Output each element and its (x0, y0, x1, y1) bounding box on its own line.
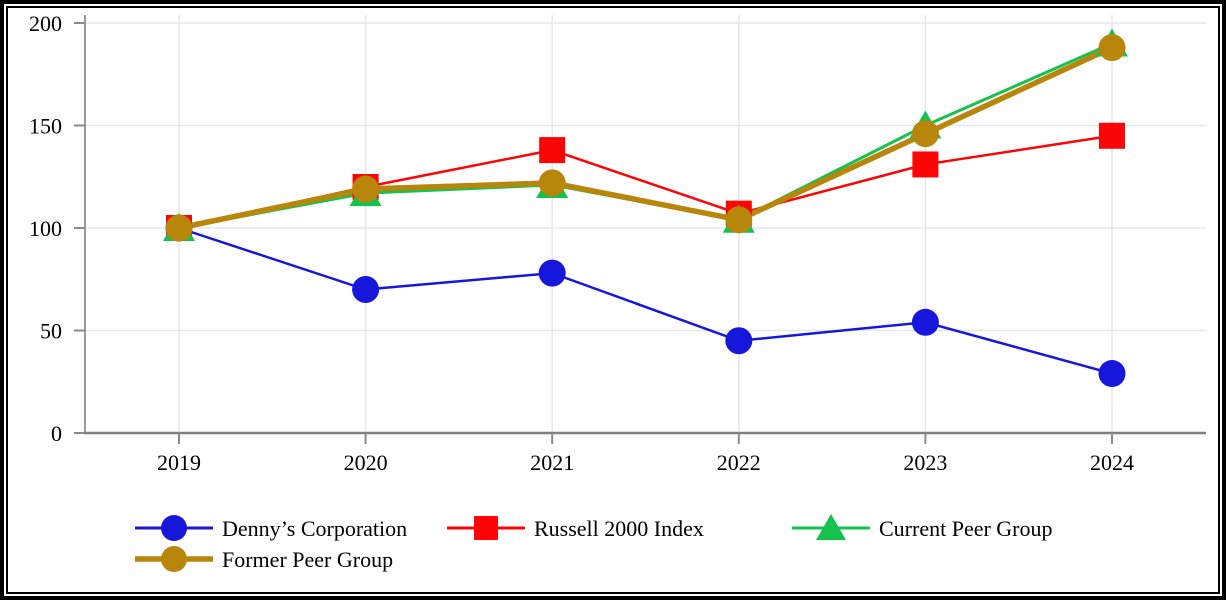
series-line-denny-s-corporation (178, 226, 1113, 375)
y-tick-label-200: 200 (29, 11, 62, 36)
legend-item-former-peer-group-circle-icon (161, 546, 187, 572)
series-line-former-peer-group (178, 45, 1114, 231)
legend-item-russell-2000-index-label: Russell 2000 Index (534, 516, 704, 541)
marker-former-peer-group-2023 (911, 120, 939, 148)
series-line-russell-2000-index (178, 134, 1113, 230)
marker-denny-s-corporation-2022 (725, 327, 753, 355)
legend-item-current-peer-group-label: Current Peer Group (879, 516, 1053, 541)
marker-former-peer-group-2019 (165, 214, 193, 242)
x-tick-label-2019: 2019 (157, 450, 201, 475)
x-tick-label-2020: 2020 (344, 450, 388, 475)
x-tick-label-2021: 2021 (530, 450, 574, 475)
x-tick-label-2024: 2024 (1090, 450, 1134, 475)
marker-russell-2000-index-2021 (539, 137, 566, 164)
legend-item-former-peer-group-label: Former Peer Group (222, 547, 393, 572)
x-tick-label-2023: 2023 (903, 450, 947, 475)
marker-denny-s-corporation-2021 (538, 259, 566, 287)
legend-item-denny-s-corporation-label: Denny’s Corporation (222, 516, 407, 541)
legend-item-current-peer-group-triangle-icon (816, 514, 846, 540)
y-tick-label-150: 150 (29, 114, 62, 139)
marker-former-peer-group-2021 (538, 169, 566, 197)
y-tick-label-0: 0 (51, 421, 62, 446)
legend-item-denny-s-corporation-circle-icon (161, 515, 187, 541)
marker-former-peer-group-2020 (352, 175, 380, 203)
legend-item-russell-2000-index-square-icon (474, 516, 498, 540)
x-tick-label-2022: 2022 (717, 450, 761, 475)
y-tick-label-50: 50 (40, 319, 62, 344)
marker-former-peer-group-2024 (1098, 34, 1126, 62)
marker-former-peer-group-2022 (725, 206, 753, 234)
marker-russell-2000-index-2024 (1099, 122, 1125, 149)
marker-denny-s-corporation-2020 (352, 276, 380, 303)
marker-russell-2000-index-2023 (912, 151, 939, 178)
y-tick-label-100: 100 (29, 216, 62, 241)
marker-denny-s-corporation-2024 (1098, 360, 1126, 388)
marker-denny-s-corporation-2023 (911, 308, 939, 336)
